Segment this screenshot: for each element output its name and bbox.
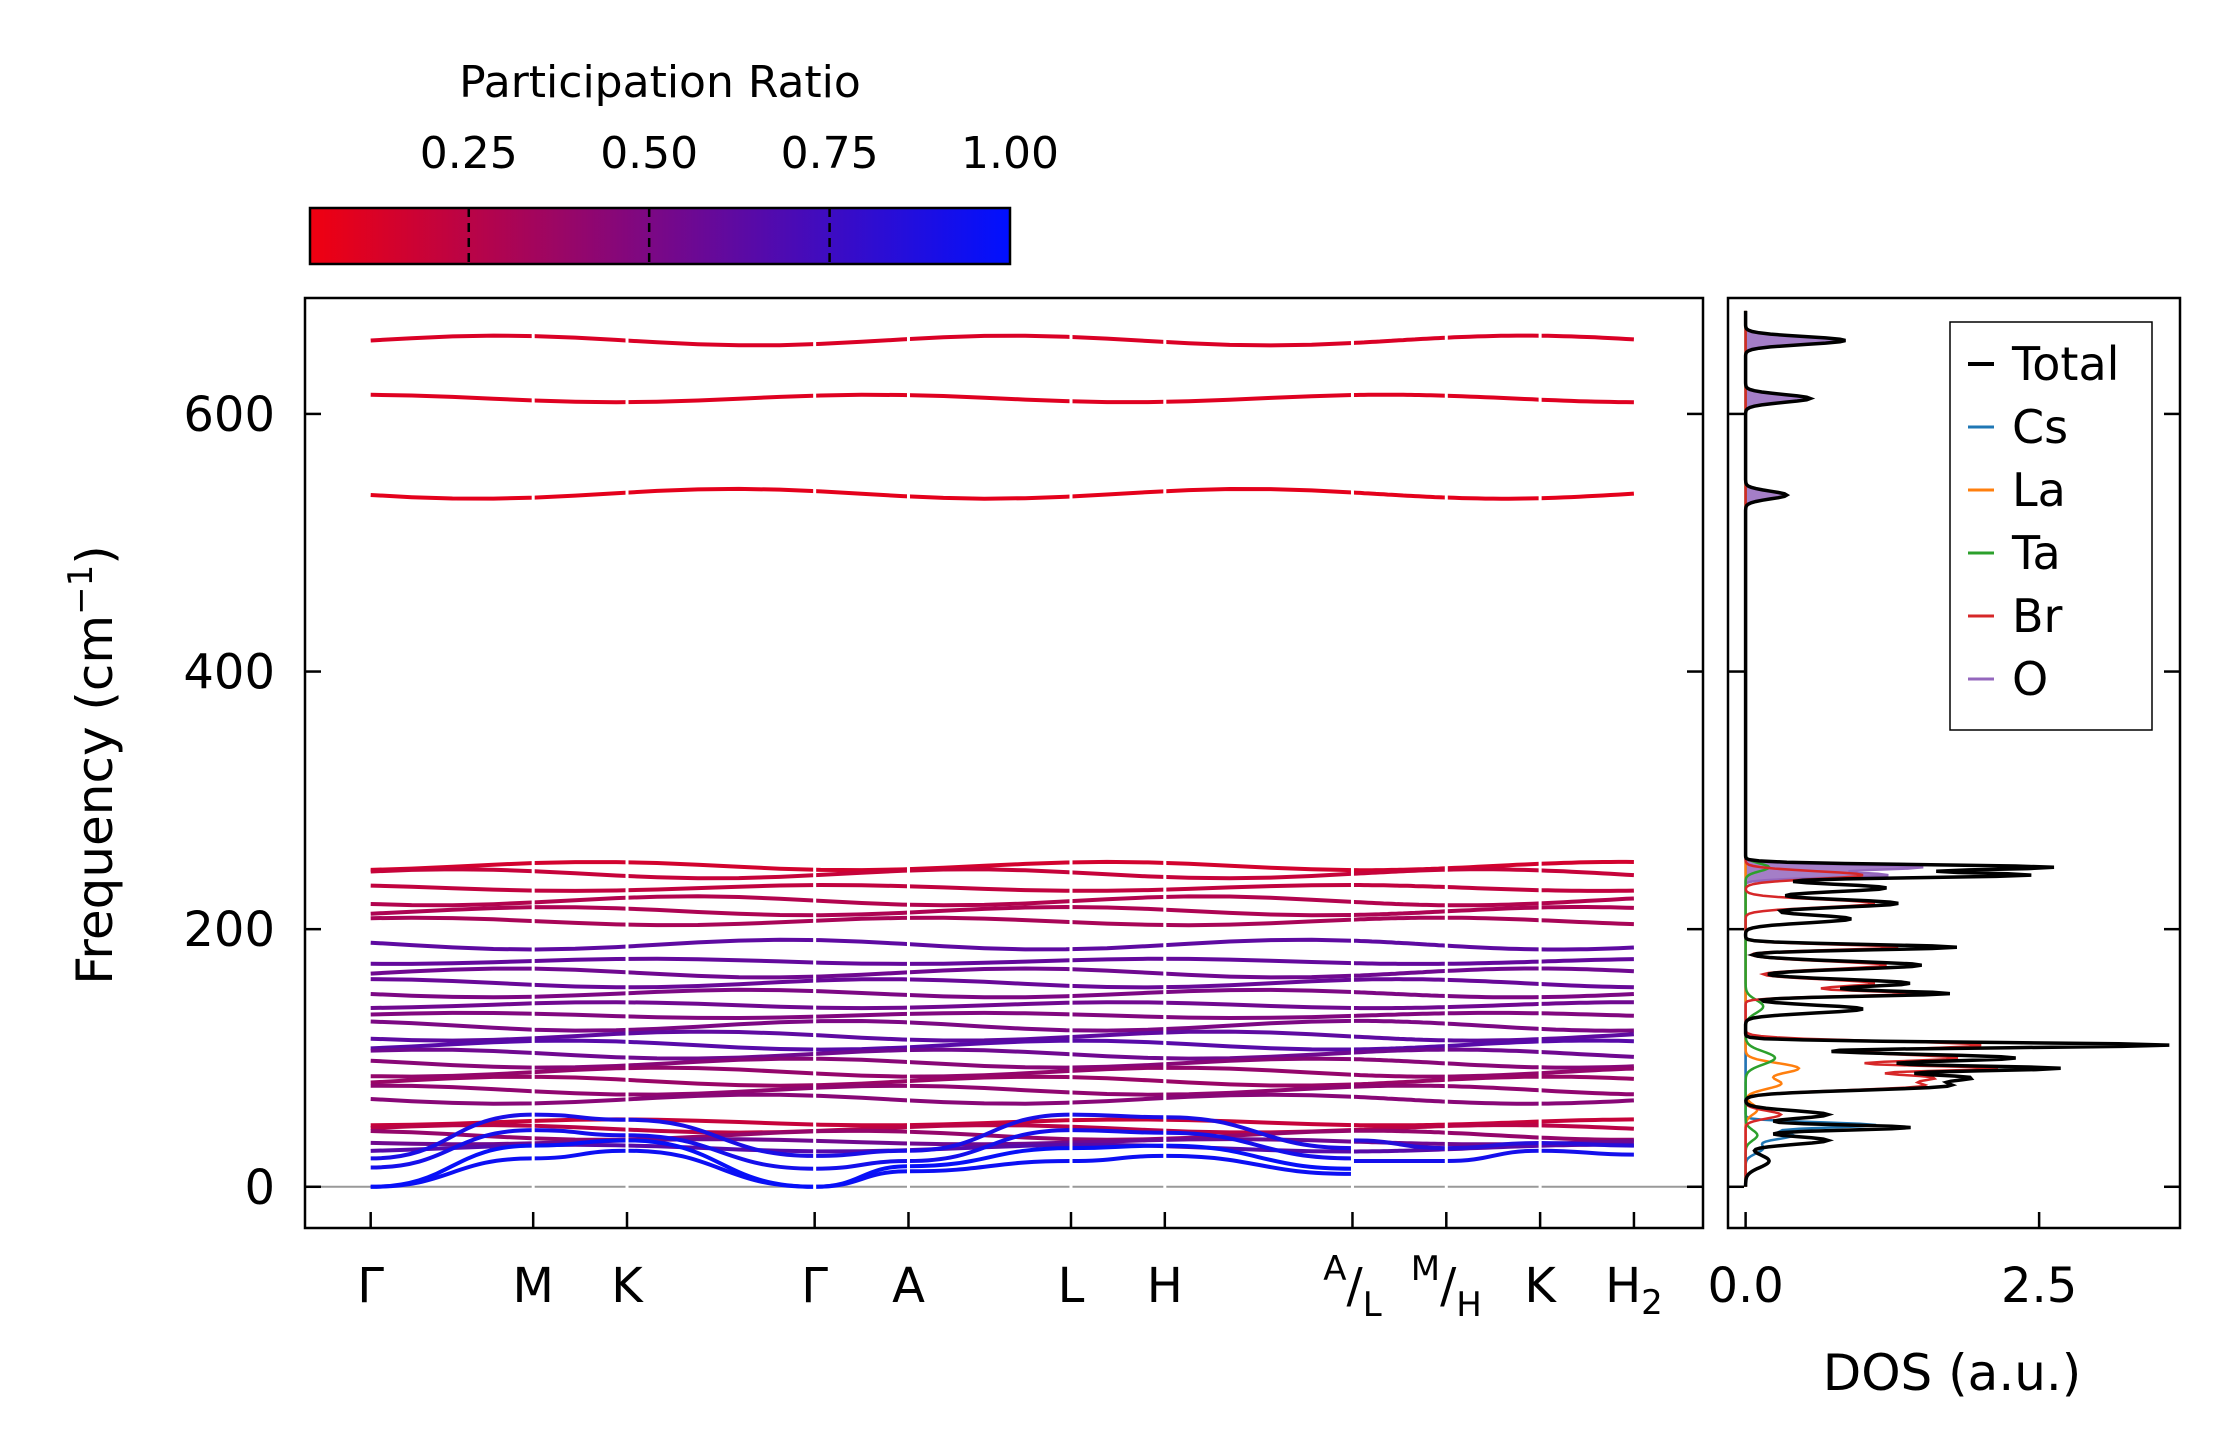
k-point-label: Γ <box>357 1258 384 1314</box>
k-point-label: H2 <box>1605 1258 1663 1323</box>
k-point-label: A <box>892 1258 925 1314</box>
phonon-band <box>1352 1083 1447 1089</box>
phonon-band <box>1352 909 1447 917</box>
k-point-label: L <box>1058 1258 1085 1314</box>
legend-label-cs: Cs <box>2012 400 2068 454</box>
colorbar-tick-label: 1.00 <box>961 128 1059 179</box>
dos-x-tick-label: 0.0 <box>1707 1258 1783 1314</box>
phonon-band <box>1352 915 1447 922</box>
dos-curve-total <box>1743 310 2170 1187</box>
frequency-axis-title: Frequency (cm−1) <box>61 545 124 985</box>
band-plot-frame <box>303 296 1705 1230</box>
phonon-band <box>1352 867 1447 876</box>
phonon-band <box>370 1137 1353 1147</box>
colorbar-tick-label: 0.25 <box>420 128 518 179</box>
phonon-band <box>370 904 1353 918</box>
phonon-band <box>370 392 1353 405</box>
phonon-band <box>1352 1047 1447 1055</box>
phonon-band <box>1352 392 1447 398</box>
colorbar-gradient <box>308 206 1012 266</box>
phonon-band <box>370 882 1353 893</box>
phonon-band <box>370 915 1353 928</box>
phonon-band <box>1352 1018 1447 1026</box>
phonon-band <box>370 1029 1353 1043</box>
y-tick-label: 600 <box>183 387 275 443</box>
phonon-band <box>370 1038 1353 1052</box>
phonon-band <box>1352 990 1447 998</box>
k-point-label: Γ <box>801 1258 828 1314</box>
phonon-band <box>370 1018 1353 1033</box>
phonon-band <box>370 966 1353 980</box>
k-point-label: K <box>611 1258 644 1314</box>
phonon-band <box>1352 1057 1447 1066</box>
phonon-band <box>370 987 1353 1000</box>
legend-label-la: La <box>2012 463 2066 517</box>
legend-label-br: Br <box>2012 589 2063 643</box>
colorbar: Participation Ratio 0.25 0.50 0.75 1.00 <box>308 57 1059 266</box>
phonon-band <box>1352 1005 1447 1011</box>
phonon-band <box>370 1047 1353 1061</box>
k-point-label: H <box>1147 1258 1183 1314</box>
k-point-lines <box>369 298 1636 1228</box>
phonon-band <box>370 1000 1353 1011</box>
y-tick-label: 200 <box>183 902 275 958</box>
colorbar-ticks: 0.25 0.50 0.75 1.00 <box>420 128 1059 264</box>
dos-curve-cs <box>1744 310 1877 1187</box>
phonon-band <box>1352 968 1447 978</box>
phonon-band <box>370 1010 1353 1021</box>
dos-ticks: 0.0 2.5 <box>1707 412 2180 1314</box>
legend-label-o: O <box>2012 652 2048 706</box>
colorbar-tick-label: 0.75 <box>781 128 879 179</box>
dos-legend: Total Cs La Ta Br O <box>1949 321 2153 731</box>
phonon-band <box>1352 335 1447 345</box>
phonon-band-acoustic <box>370 1148 1353 1189</box>
k-point-label: K <box>1524 1258 1557 1314</box>
phonon-band <box>370 333 1353 348</box>
phonon-band <box>1352 883 1447 889</box>
phonon-band <box>1352 490 1447 500</box>
k-point-label: A/L <box>1323 1249 1381 1325</box>
legend-box <box>1949 321 2153 731</box>
phonon-band <box>1352 1094 1447 1104</box>
phonon-band <box>1352 977 1447 982</box>
phonon-band <box>1352 1034 1447 1043</box>
dos-panel: 0.0 2.5 DOS (a.u.) Total Cs La Ta Br O <box>1707 296 2182 1402</box>
phonon-band <box>1352 1147 1447 1154</box>
dos-plot-frame <box>1726 296 2182 1230</box>
phonon-band <box>370 1083 1353 1097</box>
phonon-band <box>1352 961 1447 966</box>
phonon-band <box>1352 1128 1447 1135</box>
colorbar-title: Participation Ratio <box>459 57 861 108</box>
band-structure-panel: 0 200 400 600 Γ M K Γ A L H A/L M/H K H2 Frequency (c… <box>61 296 1705 1325</box>
phonon-band <box>370 937 1353 952</box>
phonon-band <box>370 486 1353 501</box>
legend-label-total: Total <box>2011 337 2119 391</box>
phonon-band <box>370 977 1353 990</box>
k-point-label: M/H <box>1411 1249 1482 1325</box>
k-point-labels: Γ M K Γ A L H A/L M/H K H2 <box>357 1249 1663 1325</box>
phonon-band-acoustic <box>1352 1138 1447 1151</box>
y-tick-label: 400 <box>183 645 275 701</box>
colorbar-tick-label: 0.50 <box>600 128 698 179</box>
y-tick-label: 0 <box>244 1160 275 1216</box>
bands-layer <box>370 333 1635 1189</box>
phonon-band <box>1352 1044 1447 1052</box>
dos-curves <box>1743 310 2170 1187</box>
phonon-band <box>370 956 1353 966</box>
phonon-band <box>1352 1011 1447 1018</box>
dos-x-tick-label: 2.5 <box>2001 1258 2077 1314</box>
k-point-label: M <box>512 1258 553 1314</box>
band-y-ticks: 0 200 400 600 <box>183 387 1703 1216</box>
phonon-band <box>1352 938 1447 948</box>
phonon-band <box>1352 1072 1447 1079</box>
phonon-band <box>370 894 1353 908</box>
dos-fill-o <box>1745 310 1924 1187</box>
dos-axis-title: DOS (a.u.) <box>1823 1344 2082 1402</box>
phonon-band <box>1352 899 1447 908</box>
legend-label-ta: Ta <box>2011 526 2061 580</box>
phonon-band <box>370 1092 1353 1106</box>
phonon-band <box>1352 1077 1447 1087</box>
